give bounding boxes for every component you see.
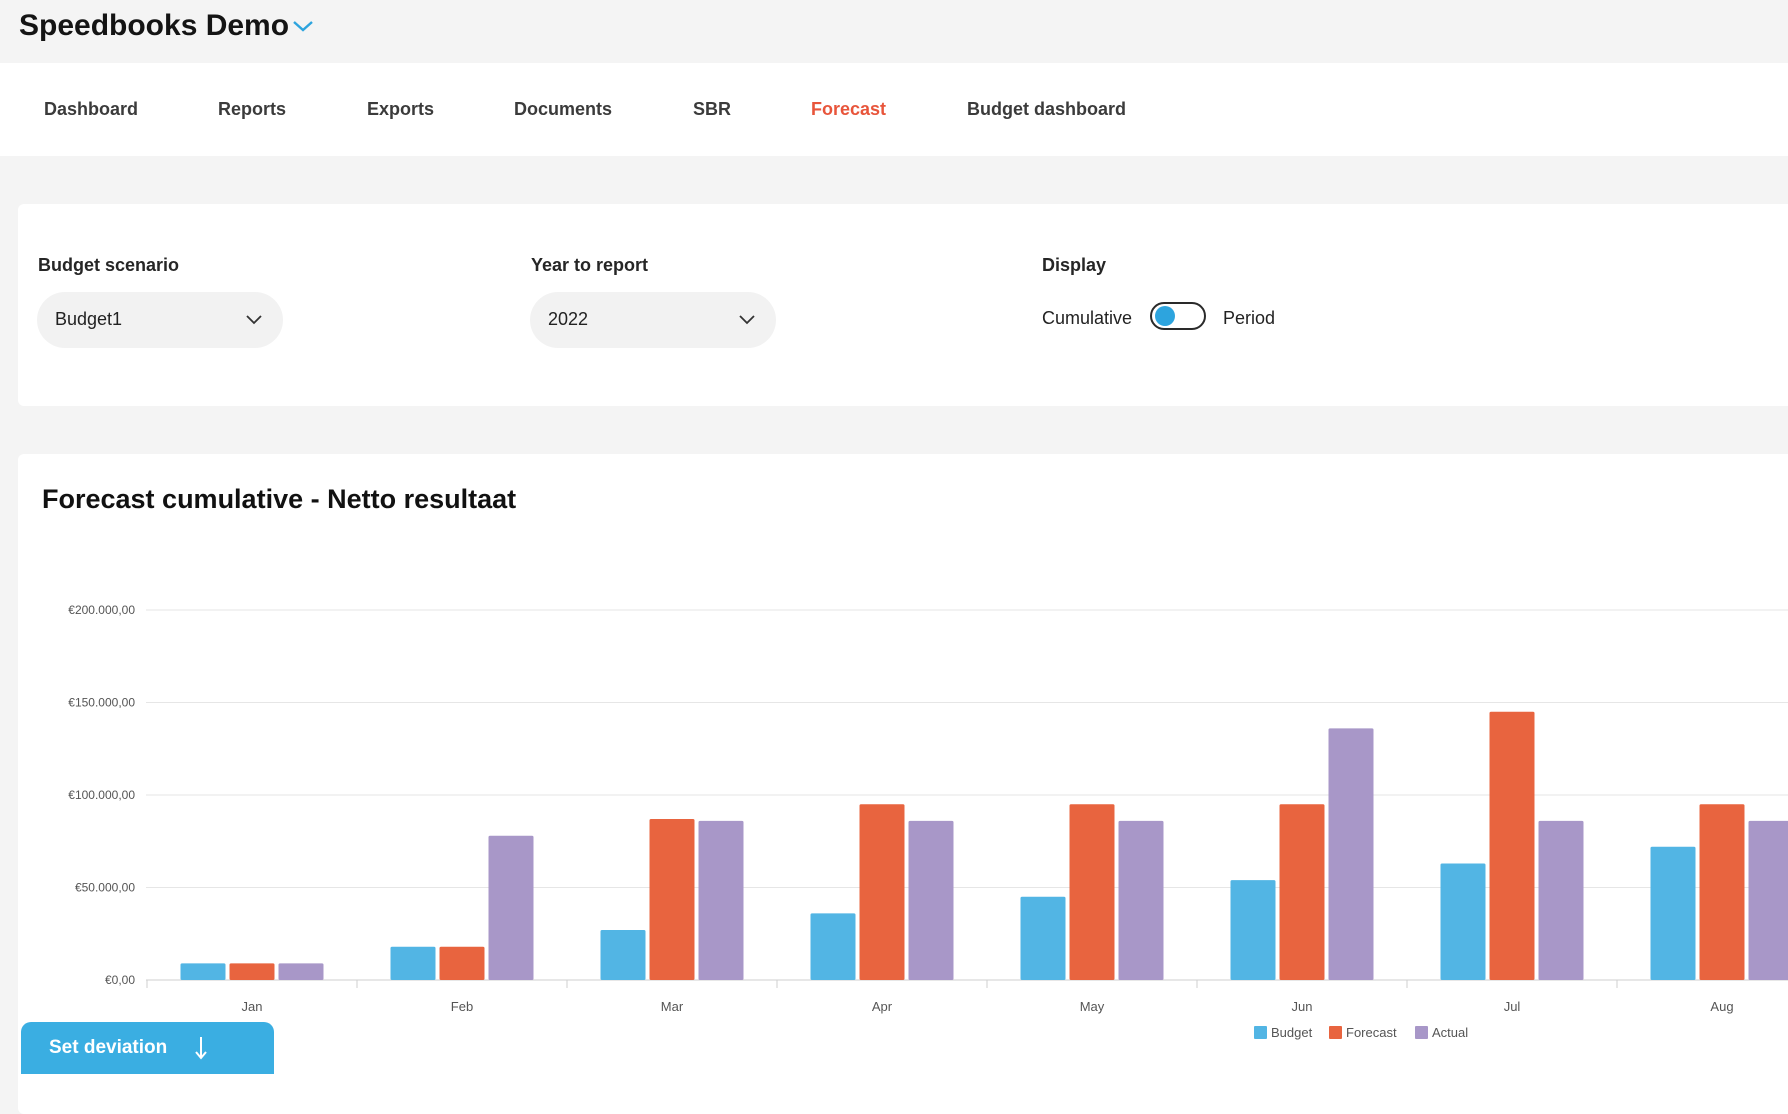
bar-budget-mar[interactable] [601,930,646,980]
x-tick-label: May [1080,999,1105,1014]
bar-budget-apr[interactable] [811,913,856,980]
toggle-label-cumulative: Cumulative [1042,308,1132,329]
bar-forecast-aug[interactable] [1700,804,1745,980]
display-toggle[interactable] [1150,302,1206,330]
bar-actual-aug[interactable] [1749,821,1788,980]
bar-forecast-jun[interactable] [1280,804,1325,980]
y-tick-label: €100.000,00 [68,788,135,802]
tab-sbr[interactable]: SBR [693,99,731,120]
arrow-down-icon [193,1035,209,1061]
year-select[interactable]: 2022 [530,292,776,348]
tab-forecast[interactable]: Forecast [811,99,886,120]
top-bar: Speedbooks Demo [0,0,1788,63]
bar-actual-jan[interactable] [279,963,324,980]
set-deviation-button[interactable]: Set deviation [21,1022,274,1074]
tab-reports[interactable]: Reports [218,99,286,120]
legend-swatch-budget[interactable] [1254,1026,1267,1039]
legend-swatch-forecast[interactable] [1329,1026,1342,1039]
chevron-down-icon [738,312,756,326]
budget-scenario-label: Budget scenario [38,255,179,276]
legend-swatch-actual[interactable] [1415,1026,1428,1039]
bar-forecast-feb[interactable] [440,947,485,980]
x-tick-label: Jan [242,999,263,1014]
bar-actual-jul[interactable] [1539,821,1584,980]
x-tick-label: Aug [1710,999,1733,1014]
y-tick-label: €50.000,00 [75,881,135,895]
main-nav: Dashboard Reports Exports Documents SBR … [0,63,1788,156]
bar-actual-apr[interactable] [909,821,954,980]
tab-exports[interactable]: Exports [367,99,434,120]
x-tick-label: Mar [661,999,684,1014]
tab-budget-dashboard[interactable]: Budget dashboard [967,99,1126,120]
legend-label-actual[interactable]: Actual [1432,1025,1468,1040]
tab-documents[interactable]: Documents [514,99,612,120]
legend-label-forecast[interactable]: Forecast [1346,1025,1397,1040]
bar-forecast-apr[interactable] [860,804,905,980]
y-tick-label: €150.000,00 [68,696,135,710]
bar-actual-jun[interactable] [1329,728,1374,980]
budget-scenario-value: Budget1 [55,309,122,330]
x-tick-label: Jun [1292,999,1313,1014]
toggle-label-period: Period [1223,308,1275,329]
display-label: Display [1042,255,1106,276]
year-value: 2022 [548,309,588,330]
x-tick-label: Jul [1504,999,1521,1014]
bar-forecast-jul[interactable] [1490,712,1535,980]
chart-title: Forecast cumulative - Netto resultaat [42,484,516,515]
bar-budget-feb[interactable] [391,947,436,980]
bar-budget-jan[interactable] [181,963,226,980]
chevron-down-icon [245,312,263,326]
bar-budget-jun[interactable] [1231,880,1276,980]
bar-budget-aug[interactable] [1651,847,1696,980]
y-tick-label: €200.000,00 [68,603,135,617]
bar-budget-jul[interactable] [1441,863,1486,980]
app-title: Speedbooks Demo [19,9,289,43]
bar-budget-may[interactable] [1021,897,1066,980]
year-label: Year to report [531,255,648,276]
bar-actual-feb[interactable] [489,836,534,980]
chevron-down-icon[interactable] [291,17,315,35]
budget-scenario-select[interactable]: Budget1 [37,292,283,348]
bar-actual-may[interactable] [1119,821,1164,980]
x-tick-label: Apr [872,999,893,1014]
bar-forecast-may[interactable] [1070,804,1115,980]
bar-forecast-mar[interactable] [650,819,695,980]
tab-dashboard[interactable]: Dashboard [44,99,138,120]
filter-panel [18,204,1788,406]
bar-forecast-jan[interactable] [230,963,275,980]
set-deviation-label: Set deviation [49,1037,167,1059]
toggle-knob [1155,306,1175,326]
x-tick-label: Feb [451,999,473,1014]
bar-actual-mar[interactable] [699,821,744,980]
forecast-bar-chart: €0,00 €50.000,00 €100.000,00 €150.000,00 €20… [0,580,1788,1060]
y-tick-label: €0,00 [105,973,135,987]
legend-label-budget[interactable]: Budget [1271,1025,1313,1040]
